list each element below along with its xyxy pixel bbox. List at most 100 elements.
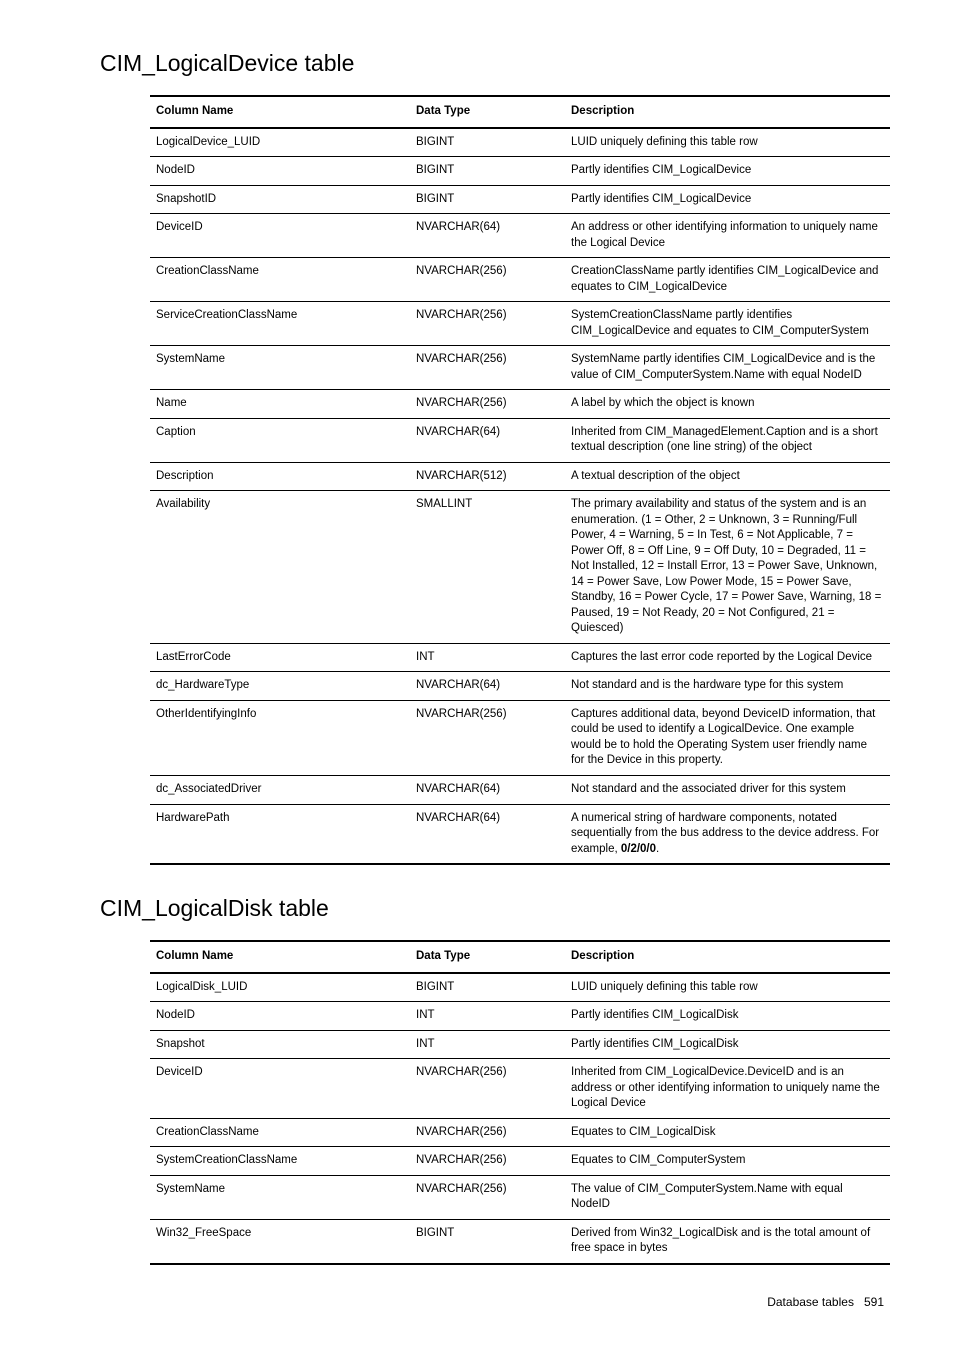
- cell-data-type: BIGINT: [410, 1219, 565, 1264]
- cell-column-name: NodeID: [150, 1002, 410, 1031]
- cell-data-type: INT: [410, 1030, 565, 1059]
- table-row: DescriptionNVARCHAR(512)A textual descri…: [150, 462, 890, 491]
- footer-page-number: 591: [864, 1295, 884, 1309]
- cell-data-type: NVARCHAR(64): [410, 672, 565, 701]
- cell-data-type: NVARCHAR(256): [410, 1147, 565, 1176]
- cell-column-name: DeviceID: [150, 1059, 410, 1119]
- cell-description: Partly identifies CIM_LogicalDevice: [565, 157, 890, 186]
- cell-description: Equates to CIM_ComputerSystem: [565, 1147, 890, 1176]
- table-row: OtherIdentifyingInfoNVARCHAR(256)Capture…: [150, 700, 890, 775]
- table-header-row: Column Name Data Type Description: [150, 96, 890, 128]
- cell-data-type: NVARCHAR(256): [410, 1175, 565, 1219]
- cell-column-name: LastErrorCode: [150, 643, 410, 672]
- table-row: AvailabilitySMALLINTThe primary availabi…: [150, 491, 890, 644]
- cell-column-name: CreationClassName: [150, 1118, 410, 1147]
- cell-column-name: Caption: [150, 418, 410, 462]
- cell-description: Not standard and is the hardware type fo…: [565, 672, 890, 701]
- cell-data-type: BIGINT: [410, 128, 565, 157]
- cell-data-type: NVARCHAR(64): [410, 775, 565, 804]
- cell-data-type: INT: [410, 643, 565, 672]
- cell-column-name: Snapshot: [150, 1030, 410, 1059]
- cell-description: Derived from Win32_LogicalDisk and is th…: [565, 1219, 890, 1264]
- table-body: LogicalDevice_LUIDBIGINTLUID uniquely de…: [150, 128, 890, 865]
- cell-column-name: NodeID: [150, 157, 410, 186]
- logicaldevice-table: Column Name Data Type Description Logica…: [150, 95, 890, 865]
- cell-data-type: NVARCHAR(256): [410, 1059, 565, 1119]
- cell-column-name: dc_AssociatedDriver: [150, 775, 410, 804]
- cell-description: Inherited from CIM_LogicalDevice.DeviceI…: [565, 1059, 890, 1119]
- cell-data-type: NVARCHAR(256): [410, 700, 565, 775]
- cell-description: Equates to CIM_LogicalDisk: [565, 1118, 890, 1147]
- cell-description: A numerical string of hardware component…: [565, 804, 890, 864]
- table-row: DeviceIDNVARCHAR(64)An address or other …: [150, 214, 890, 258]
- cell-description: Partly identifies CIM_LogicalDisk: [565, 1002, 890, 1031]
- table-row: SystemCreationClassNameNVARCHAR(256)Equa…: [150, 1147, 890, 1176]
- col-header-desc: Description: [565, 941, 890, 973]
- cell-description: A label by which the object is known: [565, 390, 890, 419]
- table-header-row: Column Name Data Type Description: [150, 941, 890, 973]
- page-footer: Database tables 591: [100, 1295, 884, 1309]
- cell-description: CreationClassName partly identifies CIM_…: [565, 258, 890, 302]
- document-page: CIM_LogicalDevice table Column Name Data…: [0, 0, 954, 1349]
- table-row: dc_HardwareTypeNVARCHAR(64)Not standard …: [150, 672, 890, 701]
- cell-column-name: SystemName: [150, 346, 410, 390]
- footer-text: Database tables: [767, 1295, 854, 1309]
- col-header-type: Data Type: [410, 96, 565, 128]
- table-row: NodeIDBIGINTPartly identifies CIM_Logica…: [150, 157, 890, 186]
- section-title: CIM_LogicalDisk table: [100, 895, 884, 922]
- cell-description: LUID uniquely defining this table row: [565, 128, 890, 157]
- logicaldisk-table: Column Name Data Type Description Logica…: [150, 940, 890, 1265]
- cell-description: Partly identifies CIM_LogicalDisk: [565, 1030, 890, 1059]
- table-row: dc_AssociatedDriverNVARCHAR(64)Not stand…: [150, 775, 890, 804]
- cell-data-type: SMALLINT: [410, 491, 565, 644]
- cell-description: The primary availability and status of t…: [565, 491, 890, 644]
- cell-data-type: NVARCHAR(256): [410, 390, 565, 419]
- cell-column-name: ServiceCreationClassName: [150, 302, 410, 346]
- cell-column-name: Availability: [150, 491, 410, 644]
- cell-column-name: dc_HardwareType: [150, 672, 410, 701]
- cell-description: Partly identifies CIM_LogicalDevice: [565, 185, 890, 214]
- col-header-name: Column Name: [150, 941, 410, 973]
- table-row: SystemNameNVARCHAR(256)The value of CIM_…: [150, 1175, 890, 1219]
- cell-column-name: Description: [150, 462, 410, 491]
- cell-description: LUID uniquely defining this table row: [565, 973, 890, 1002]
- table-row: HardwarePathNVARCHAR(64)A numerical stri…: [150, 804, 890, 864]
- cell-data-type: NVARCHAR(256): [410, 258, 565, 302]
- table-row: DeviceIDNVARCHAR(256)Inherited from CIM_…: [150, 1059, 890, 1119]
- table-row: LogicalDisk_LUIDBIGINTLUID uniquely defi…: [150, 973, 890, 1002]
- table-row: LastErrorCodeINTCaptures the last error …: [150, 643, 890, 672]
- desc-suffix: .: [656, 843, 659, 855]
- cell-description: Inherited from CIM_ManagedElement.Captio…: [565, 418, 890, 462]
- cell-data-type: NVARCHAR(512): [410, 462, 565, 491]
- table-row: CreationClassNameNVARCHAR(256)CreationCl…: [150, 258, 890, 302]
- cell-column-name: DeviceID: [150, 214, 410, 258]
- cell-data-type: BIGINT: [410, 185, 565, 214]
- section-title: CIM_LogicalDevice table: [100, 50, 884, 77]
- table-row: NameNVARCHAR(256)A label by which the ob…: [150, 390, 890, 419]
- cell-column-name: SystemName: [150, 1175, 410, 1219]
- cell-data-type: NVARCHAR(256): [410, 302, 565, 346]
- cell-description: Captures additional data, beyond DeviceI…: [565, 700, 890, 775]
- cell-data-type: INT: [410, 1002, 565, 1031]
- desc-bold: 0/2/0/0: [621, 843, 656, 855]
- table-row: CreationClassNameNVARCHAR(256)Equates to…: [150, 1118, 890, 1147]
- table-row: NodeIDINTPartly identifies CIM_LogicalDi…: [150, 1002, 890, 1031]
- cell-description: SystemCreationClassName partly identifie…: [565, 302, 890, 346]
- cell-column-name: LogicalDisk_LUID: [150, 973, 410, 1002]
- col-header-type: Data Type: [410, 941, 565, 973]
- cell-data-type: NVARCHAR(64): [410, 214, 565, 258]
- desc-prefix: A numerical string of hardware component…: [571, 812, 879, 855]
- cell-column-name: SnapshotID: [150, 185, 410, 214]
- table-row: Win32_FreeSpaceBIGINTDerived from Win32_…: [150, 1219, 890, 1264]
- table-row: ServiceCreationClassNameNVARCHAR(256)Sys…: [150, 302, 890, 346]
- cell-column-name: Name: [150, 390, 410, 419]
- cell-data-type: NVARCHAR(64): [410, 418, 565, 462]
- table-body: LogicalDisk_LUID BIGINT LUID uniquely defi…: [150, 973, 890, 1264]
- col-header-desc: Description: [565, 96, 890, 128]
- cell-description: Captures the last error code reported by…: [565, 643, 890, 672]
- table-row: LogicalDevice_LUIDBIGINTLUID uniquely de…: [150, 128, 890, 157]
- cell-column-name: Win32_FreeSpace: [150, 1219, 410, 1264]
- cell-column-name: SystemCreationClassName: [150, 1147, 410, 1176]
- cell-data-type: NVARCHAR(64): [410, 804, 565, 864]
- cell-data-type: NVARCHAR(256): [410, 346, 565, 390]
